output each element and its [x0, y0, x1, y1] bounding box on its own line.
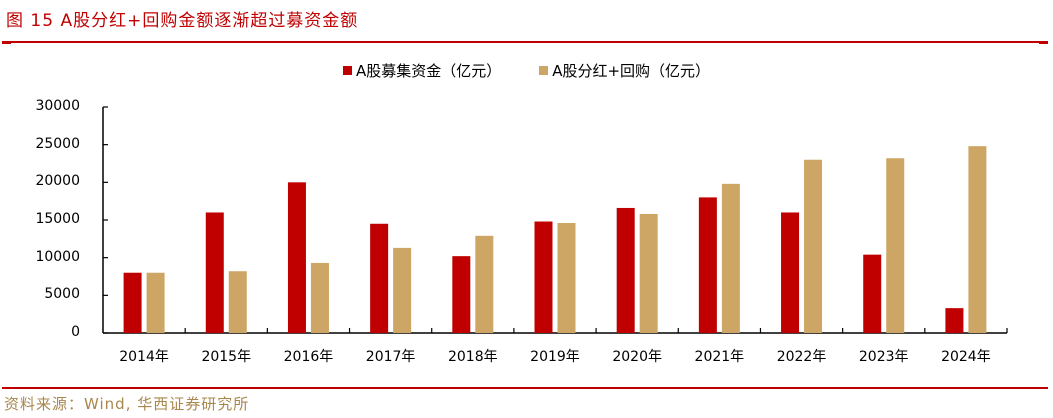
source-note: 资料来源：Wind, 华西证券研究所 [4, 395, 250, 413]
y-tick-label: 25000 [35, 135, 80, 152]
x-tick-label: 2022年 [776, 349, 827, 365]
y-tick-label: 15000 [35, 211, 80, 227]
bar [228, 271, 247, 333]
bar [804, 159, 823, 333]
legend-item-dividend-buyback: A股分红+回购（亿元） [539, 60, 710, 81]
x-tick-label: 2019年 [530, 349, 580, 365]
x-tick-label: 2020年 [612, 349, 662, 365]
figure-title: 图 15 A股分红+回购金额逐渐超过募资金额 [6, 11, 359, 31]
bar [863, 254, 882, 333]
bar [968, 146, 987, 333]
x-tick-label: 2024年 [941, 349, 991, 365]
bar [452, 256, 471, 333]
legend-swatch-icon [539, 66, 549, 75]
divider-tab-left [2, 41, 11, 44]
legend-label: A股募集资金（亿元） [355, 62, 502, 80]
bar [698, 197, 717, 333]
bar [781, 212, 800, 333]
y-tick-label: 10000 [35, 248, 80, 265]
bar [945, 308, 964, 333]
bar [639, 213, 658, 333]
title-divider [2, 41, 1048, 44]
legend-label: A股分红+回购（亿元） [552, 62, 711, 80]
bar [287, 182, 306, 333]
y-tick-label: 30000 [35, 98, 80, 114]
x-tick-label: 2021年 [694, 349, 745, 365]
legend-swatch-icon [342, 66, 352, 75]
bar [475, 235, 494, 333]
y-tick-label: 5000 [44, 286, 80, 303]
x-tick-label: 2018年 [447, 349, 498, 365]
x-tick-label: 2015年 [201, 349, 252, 365]
bar [557, 223, 576, 333]
divider-tab-right [1039, 41, 1048, 44]
chart-bars [123, 146, 987, 333]
bar [534, 221, 553, 333]
x-tick-label: 2017年 [365, 349, 416, 365]
bar [310, 262, 329, 333]
bar [721, 183, 740, 333]
bar [393, 247, 412, 333]
chart-legend: A股募集资金（亿元） A股分红+回购（亿元） [0, 60, 1053, 81]
bar [123, 272, 142, 333]
y-tick-label: 20000 [35, 173, 80, 190]
x-tick-label: 2014年 [119, 349, 169, 365]
chart-axes [102, 106, 1008, 334]
y-tick-label: 0 [71, 324, 80, 340]
x-tick-label: 2023年 [858, 349, 909, 365]
bar [886, 158, 905, 333]
bar [370, 223, 389, 333]
bar [205, 212, 224, 333]
legend-item-fundraising: A股募集资金（亿元） [342, 60, 502, 81]
bar [146, 272, 165, 333]
footer-divider [2, 387, 1048, 389]
bar [616, 207, 635, 333]
x-tick-label: 2016年 [283, 349, 334, 365]
